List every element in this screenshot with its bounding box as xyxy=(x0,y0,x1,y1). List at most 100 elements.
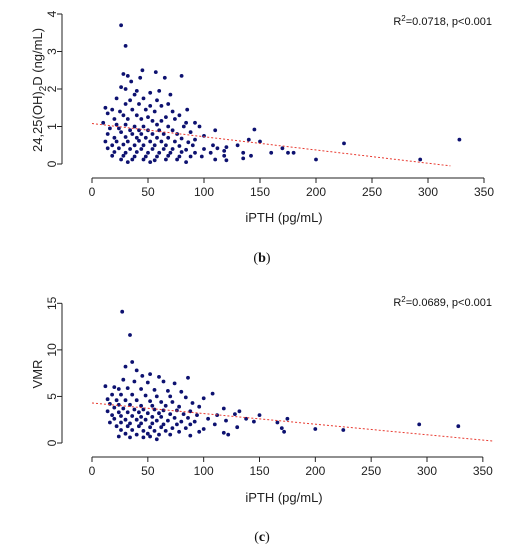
data-point xyxy=(139,421,144,426)
data-point xyxy=(184,147,189,152)
data-point xyxy=(166,102,171,106)
data-point xyxy=(120,309,125,314)
data-point xyxy=(138,75,143,80)
data-point xyxy=(181,124,186,129)
data-point xyxy=(128,98,133,103)
data-point xyxy=(139,117,144,121)
data-point xyxy=(212,422,217,427)
data-point xyxy=(130,414,135,418)
data-point xyxy=(112,385,117,389)
data-point xyxy=(152,109,157,114)
data-point xyxy=(159,425,164,430)
y-tick-label: 0 xyxy=(45,439,59,446)
data-point xyxy=(155,154,159,159)
data-point xyxy=(121,406,126,411)
data-point xyxy=(148,139,153,144)
data-point xyxy=(137,138,141,143)
data-point xyxy=(132,124,137,129)
data-point xyxy=(280,146,285,151)
data-point xyxy=(157,89,162,93)
data-point xyxy=(168,432,173,437)
data-point xyxy=(125,424,130,429)
data-point xyxy=(457,137,462,142)
data-point xyxy=(235,425,240,430)
data-point xyxy=(195,413,199,417)
data-point xyxy=(150,403,155,408)
data-point xyxy=(210,391,215,396)
data-point xyxy=(150,415,155,419)
y-tick-label: 1 xyxy=(45,123,59,130)
data-point xyxy=(125,139,130,144)
data-point xyxy=(197,124,202,129)
data-point xyxy=(141,435,146,440)
data-point xyxy=(101,120,106,125)
data-point xyxy=(112,150,117,154)
data-point xyxy=(177,144,182,148)
data-point xyxy=(140,68,145,73)
data-point xyxy=(116,387,121,391)
data-point xyxy=(148,399,153,403)
x-tick-label: 50 xyxy=(141,464,155,478)
data-point xyxy=(123,44,128,48)
data-point xyxy=(110,392,114,397)
data-point xyxy=(128,333,132,337)
data-point xyxy=(125,160,130,165)
data-point xyxy=(241,156,246,161)
data-point xyxy=(275,420,280,425)
data-point xyxy=(132,143,137,148)
data-point xyxy=(188,422,193,427)
data-point xyxy=(291,150,296,155)
data-point xyxy=(184,160,189,165)
data-point xyxy=(246,137,251,142)
data-point xyxy=(150,147,155,151)
data-point xyxy=(128,402,132,407)
data-point xyxy=(114,139,119,144)
data-point xyxy=(193,150,197,155)
annotation-b: R2=0.0718, p<0.001 xyxy=(393,14,492,28)
x-axis-title-c: iPTH (pg/mL) xyxy=(245,490,322,505)
data-point xyxy=(121,153,126,158)
data-point xyxy=(164,157,168,162)
data-point xyxy=(155,98,159,103)
data-point xyxy=(286,150,290,155)
data-point xyxy=(197,429,202,434)
data-point xyxy=(114,424,119,429)
data-point xyxy=(146,150,150,155)
data-point xyxy=(279,426,284,430)
data-point xyxy=(143,135,148,140)
data-point xyxy=(130,107,135,112)
data-point xyxy=(175,422,179,427)
data-point xyxy=(186,140,191,145)
data-point xyxy=(188,433,193,438)
data-point xyxy=(222,153,227,158)
data-point xyxy=(141,429,146,433)
data-point xyxy=(226,432,231,437)
data-point xyxy=(130,392,135,397)
data-point xyxy=(168,92,173,97)
data-point xyxy=(184,120,189,125)
y-tick-label: 15 xyxy=(45,296,59,310)
data-point xyxy=(128,147,133,151)
data-point xyxy=(170,400,175,404)
data-point xyxy=(134,398,139,403)
data-point xyxy=(119,392,123,397)
plot-area-b: 0 50 100 150 200 250 300 350 0 1 2 3 4 xyxy=(45,10,494,199)
x-tick-label: 250 xyxy=(361,464,381,478)
data-point xyxy=(139,147,144,151)
x-axis-title-b: iPTH (pg/mL) xyxy=(245,210,322,225)
data-point xyxy=(139,387,144,391)
data-point xyxy=(166,389,170,393)
data-point xyxy=(119,130,123,135)
data-point xyxy=(186,375,190,380)
x-tick-label: 100 xyxy=(194,464,214,478)
data-point xyxy=(208,150,213,155)
data-point xyxy=(105,409,110,414)
data-point xyxy=(418,157,423,162)
data-point xyxy=(105,146,110,151)
data-point xyxy=(155,122,159,127)
data-point xyxy=(119,85,123,89)
data-point xyxy=(313,427,318,431)
data-point xyxy=(173,117,177,121)
data-point xyxy=(177,154,182,159)
data-point xyxy=(188,154,193,159)
